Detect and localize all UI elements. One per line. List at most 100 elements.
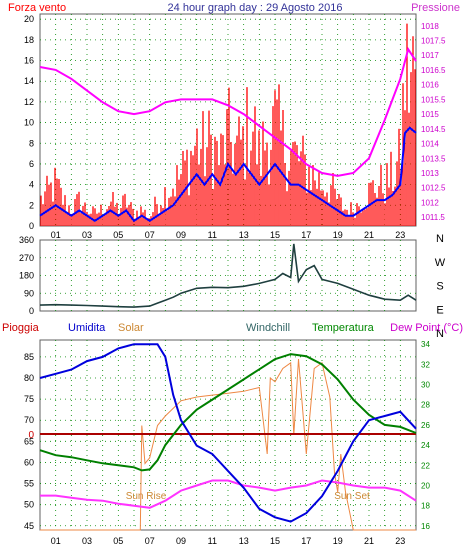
temp-x-tick-label: 05 <box>113 536 123 546</box>
direction-y-tick-label: 270 <box>19 253 34 263</box>
temp-x-tick-label: 03 <box>82 536 92 546</box>
wind-x-tick-label: 01 <box>51 230 61 240</box>
legend-windchill: Windchill <box>246 322 290 334</box>
direction-panel-grid <box>40 240 416 311</box>
wind-y-tick-label: 18 <box>24 35 34 45</box>
graph-title: 24 hour graph day : 29 Agosto 2016 <box>168 2 343 14</box>
temperature-y-tick-label: 34 <box>421 340 430 349</box>
wind-x-tick-label: 09 <box>176 230 186 240</box>
wind-y-tick-label: 2 <box>29 200 34 210</box>
humidity-y-tick-label: 70 <box>24 415 34 425</box>
avg-wind-line <box>39 126 417 223</box>
wind-y-tick-label: 20 <box>24 14 34 24</box>
wind-x-tick-label: 03 <box>82 230 92 240</box>
temperature-y-tick-label: 32 <box>421 360 430 369</box>
compass-label: S <box>436 281 443 293</box>
humidity-y-tick-label: 60 <box>24 457 34 467</box>
humidity-y-tick-label: 50 <box>24 500 34 510</box>
compass-label: N <box>436 233 444 245</box>
temp-x-tick-label: 01 <box>51 536 61 546</box>
pressure-y-tick-label: 1015.5 <box>421 95 446 104</box>
temp-x-tick-label: 17 <box>301 536 311 546</box>
wind-x-tick-label: 23 <box>395 230 405 240</box>
temp-x-tick-label: 23 <box>395 536 405 546</box>
legend-pioggia: Pioggia <box>2 322 40 334</box>
sunset-label: Sun Set <box>334 491 370 502</box>
wind-x-ticks: 01 03 05 07 09 11 13 15 17 19 21 23 <box>51 230 406 240</box>
pressure-y-tick-label: 1013.5 <box>421 154 446 163</box>
temperature-y-tick-label: 16 <box>421 522 430 531</box>
pressure-y-tick-label: 1015 <box>421 110 439 119</box>
pressure-y-tick-label: 1016 <box>421 81 439 90</box>
temperature-line <box>39 353 417 472</box>
wind-y-ticks: 0 2 4 6 8 10 12 14 16 18 20 <box>24 14 34 231</box>
wind-x-tick-label: 19 <box>333 230 343 240</box>
temp-x-ticks: 01 03 05 07 09 11 13 15 17 19 21 23 <box>51 536 406 546</box>
wind-x-tick-label: 05 <box>113 230 123 240</box>
wind-y-tick-label: 12 <box>24 97 34 107</box>
direction-line <box>39 243 417 308</box>
temperature-y-tick-label: 26 <box>421 421 430 430</box>
legend-solar: Solar <box>118 322 144 334</box>
temp-x-tick-label: 21 <box>364 536 374 546</box>
temperature-y-tick-label: 28 <box>421 401 430 410</box>
dewpoint-line <box>40 479 417 509</box>
humidity-y-tick-label: 85 <box>24 352 34 362</box>
wind-x-tick-label: 11 <box>208 230 217 240</box>
direction-y-tick-label: 360 <box>19 235 34 245</box>
compass-label: E <box>436 304 443 316</box>
temp-x-tick-label: 13 <box>239 536 249 546</box>
wind-y-tick-label: 10 <box>24 118 34 128</box>
humidity-line <box>39 343 417 523</box>
wind-x-tick-label: 17 <box>301 230 311 240</box>
direction-y-tick-label: 180 <box>19 271 34 281</box>
pressure-y-tick-label: 1017.5 <box>421 37 446 46</box>
direction-y-tick-label: 0 <box>29 306 34 316</box>
wind-y-tick-label: 16 <box>24 56 34 66</box>
humidity-y-tick-label: 65 <box>24 436 34 446</box>
pressure-line <box>39 46 417 177</box>
wind-y-tick-label: 6 <box>29 159 34 169</box>
legend-dewpoint: Dew Point (°C) <box>390 322 463 334</box>
temp-x-tick-label: 09 <box>176 536 186 546</box>
wind-label: Forza vento <box>8 2 66 14</box>
temperature-y-tick-label: 30 <box>421 381 430 390</box>
temperature-y-tick-label: 20 <box>421 482 430 491</box>
wind-panel-grid <box>40 14 416 226</box>
pressure-y-tick-label: 1011.5 <box>421 213 445 222</box>
temperature-y-tick-label: 22 <box>421 461 430 470</box>
temp-humidity-panel: 0 Sun Rise Sun Set 45 50 55 60 65 70 75 80 85 16… <box>24 339 430 546</box>
direction-y-tick-label: 90 <box>24 288 34 298</box>
pressure-y-ticks: 1011.5 1012 1012.5 1013 1013.5 1014 1014.5 1015… <box>421 22 446 222</box>
temp-x-tick-label: 15 <box>270 536 280 546</box>
pressure-y-tick-label: 1014 <box>421 140 439 149</box>
temp-x-tick-label: 07 <box>145 536 155 546</box>
wind-y-tick-label: 14 <box>24 76 34 86</box>
humidity-y-tick-label: 80 <box>24 373 34 383</box>
solar-line <box>40 358 416 531</box>
wind-x-tick-label: 15 <box>270 230 280 240</box>
wind-x-tick-label: 13 <box>239 230 249 240</box>
pressure-y-tick-label: 1014.5 <box>421 125 446 134</box>
pressure-label: Pressione <box>411 2 460 14</box>
legend-temperatura: Temperatura <box>312 322 375 334</box>
temp-x-tick-label: 19 <box>333 536 343 546</box>
pressure-y-tick-label: 1017 <box>421 51 439 60</box>
humidity-y-tick-label: 75 <box>24 394 34 404</box>
pressure-y-tick-label: 1012.5 <box>421 184 446 193</box>
pressure-y-tick-label: 1013 <box>421 169 439 178</box>
temperature-y-tick-label: 18 <box>421 502 430 511</box>
humidity-y-tick-label: 45 <box>24 521 34 531</box>
direction-y-ticks: 0 90 180 270 360 <box>19 235 34 316</box>
pressure-y-tick-label: 1018 <box>421 22 439 31</box>
compass-label: N <box>436 328 444 340</box>
wind-y-tick-label: 8 <box>29 138 34 148</box>
pressure-y-tick-label: 1016.5 <box>421 66 446 75</box>
temperature-y-ticks: 16 18 20 22 24 26 28 30 32 34 <box>421 340 430 531</box>
temp-x-tick-label: 11 <box>208 536 217 546</box>
